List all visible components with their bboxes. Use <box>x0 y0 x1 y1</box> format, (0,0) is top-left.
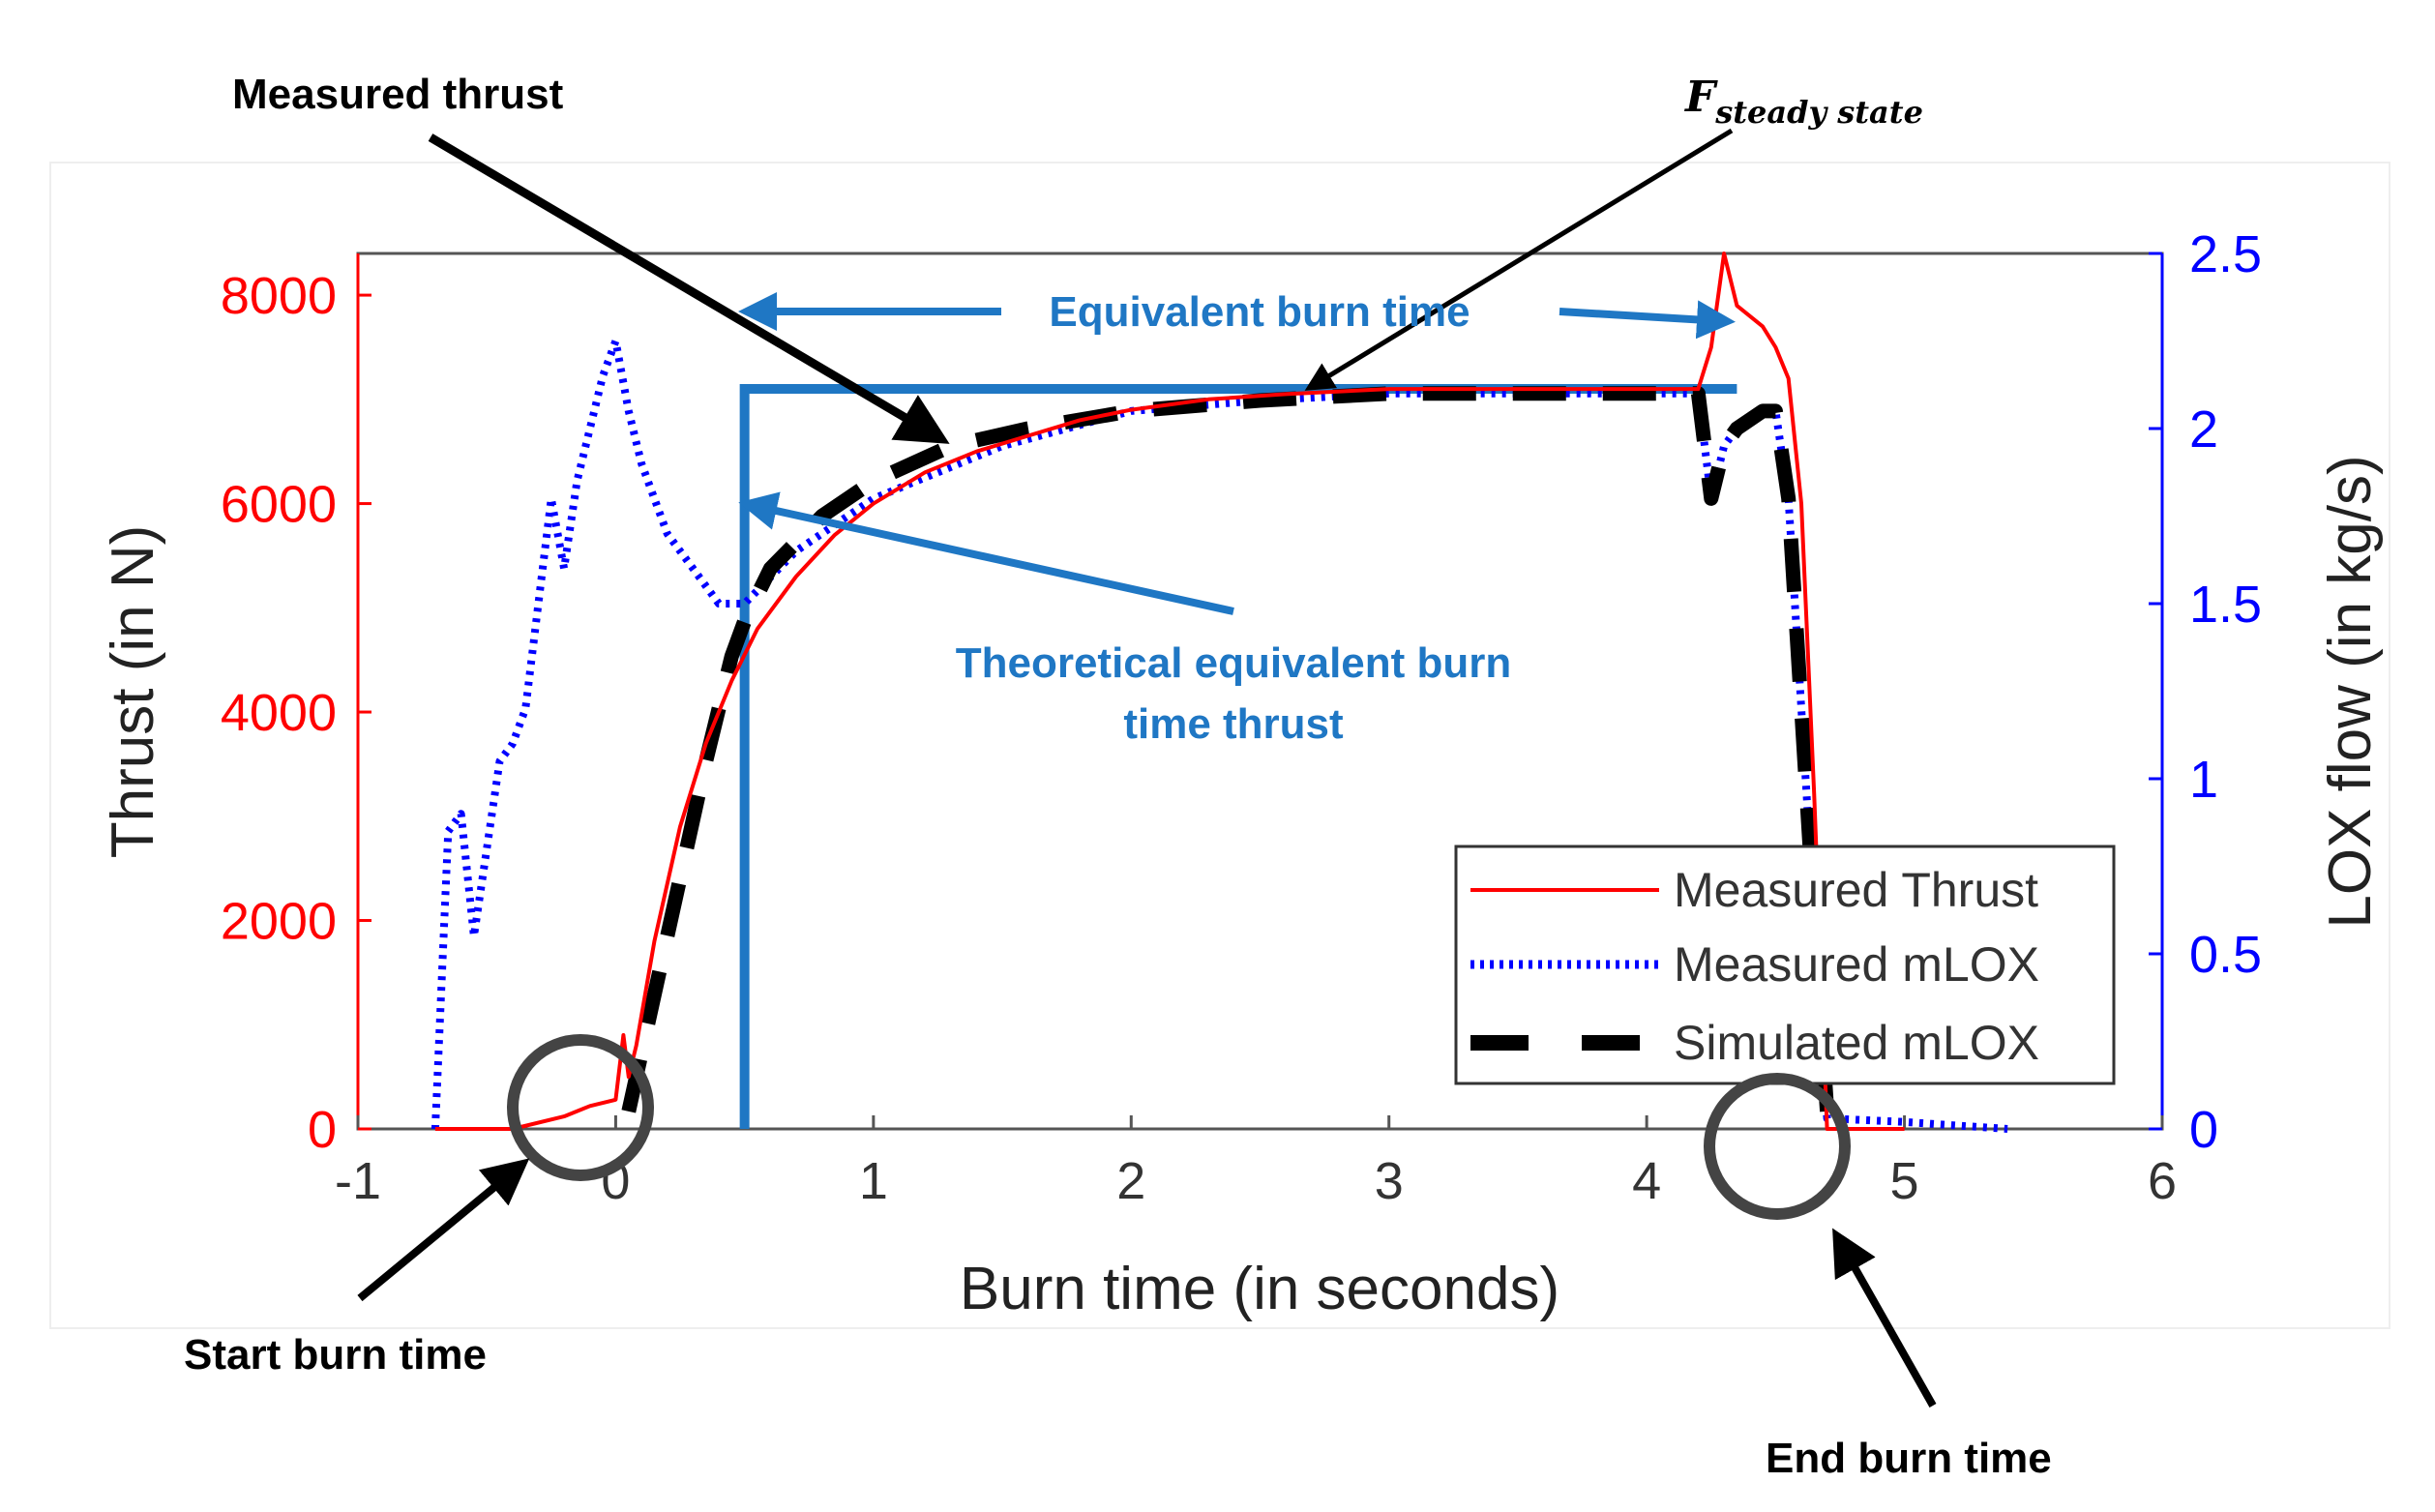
y-right-tick-label-1: 0.5 <box>2189 926 2262 984</box>
annotations: Measured thrust Fsteady state Equivalent… <box>184 71 2052 1482</box>
annotation-theoretical-line1: Theoretical equivalent burn <box>956 639 1512 687</box>
legend-box <box>1454 845 2116 1085</box>
annotation-measured-thrust: Measured thrust <box>232 71 564 118</box>
y-left-tick-label-4: 8000 <box>221 267 337 325</box>
legend-label-measured-thrust: Measured Thrust <box>1674 863 2038 917</box>
end-burn-circle <box>1704 1073 1851 1220</box>
arrow-theoretical <box>738 491 1234 615</box>
y-left-tick-label-1: 2000 <box>221 893 337 951</box>
x-tick-label-6: 5 <box>1890 1152 1919 1210</box>
y-right-tick-label-4: 2 <box>2189 400 2218 459</box>
legend-label-simulated-mlox: Simulated mLOX <box>1674 1016 2039 1070</box>
annotation-f-steady-state: Fsteady state <box>1683 73 1923 131</box>
series-layer <box>431 252 2008 1133</box>
y-right-tick-label-0: 0 <box>2189 1101 2218 1159</box>
y-axis-right-label: LOX flow (in kg/s) <box>2317 455 2384 928</box>
start-burn-circle <box>507 1034 654 1181</box>
legend-label-measured-mlox: Measured mLOX <box>1674 937 2039 992</box>
annotation-f-steady-sub: steady state <box>1714 94 1923 131</box>
arrow-start-burn <box>357 1158 530 1302</box>
annotation-start-burn-time: Start burn time <box>184 1331 487 1379</box>
x-tick-label-3: 2 <box>1116 1152 1145 1210</box>
y-left-tick-label-2: 4000 <box>221 684 337 742</box>
annotation-end-burn-time: End burn time <box>1766 1435 2052 1482</box>
legend: Measured Thrust Measured mLOX Simulated … <box>1454 845 2116 1085</box>
y-right-tick-label-3: 1.5 <box>2189 576 2262 634</box>
arrow-f-steady-state <box>1304 128 1734 391</box>
x-axis-label: Burn time (in seconds) <box>960 1256 1559 1322</box>
x-tick-label-2: 1 <box>859 1152 888 1210</box>
y-left-tick-label-0: 0 <box>308 1101 337 1159</box>
annotation-equivalent-burn-time: Equivalent burn time <box>1049 288 1470 336</box>
x-tick-label-7: 6 <box>2148 1152 2177 1210</box>
y-right-tick-label-5: 2.5 <box>2189 225 2262 283</box>
annotation-f-steady-main: F <box>1683 73 1718 122</box>
y-axis-left-label: Thrust (in N) <box>100 525 166 858</box>
arrow-equivalent-burn-right <box>1559 300 1736 340</box>
series-line-measured-thrust <box>434 252 1905 1131</box>
x-tick-label-0: -1 <box>335 1152 381 1210</box>
series-line-simulated-mlox <box>621 386 1835 1113</box>
arrow-measured-thrust <box>428 133 950 444</box>
x-tick-label-4: 3 <box>1375 1152 1404 1210</box>
arrow-end-burn <box>1832 1228 1937 1408</box>
x-tick-label-5: 4 <box>1632 1152 1661 1210</box>
y-right-tick-label-2: 1 <box>2189 751 2218 809</box>
annotation-theoretical-line2: time thrust <box>1123 700 1344 748</box>
y-left-tick-label-3: 6000 <box>221 476 337 534</box>
